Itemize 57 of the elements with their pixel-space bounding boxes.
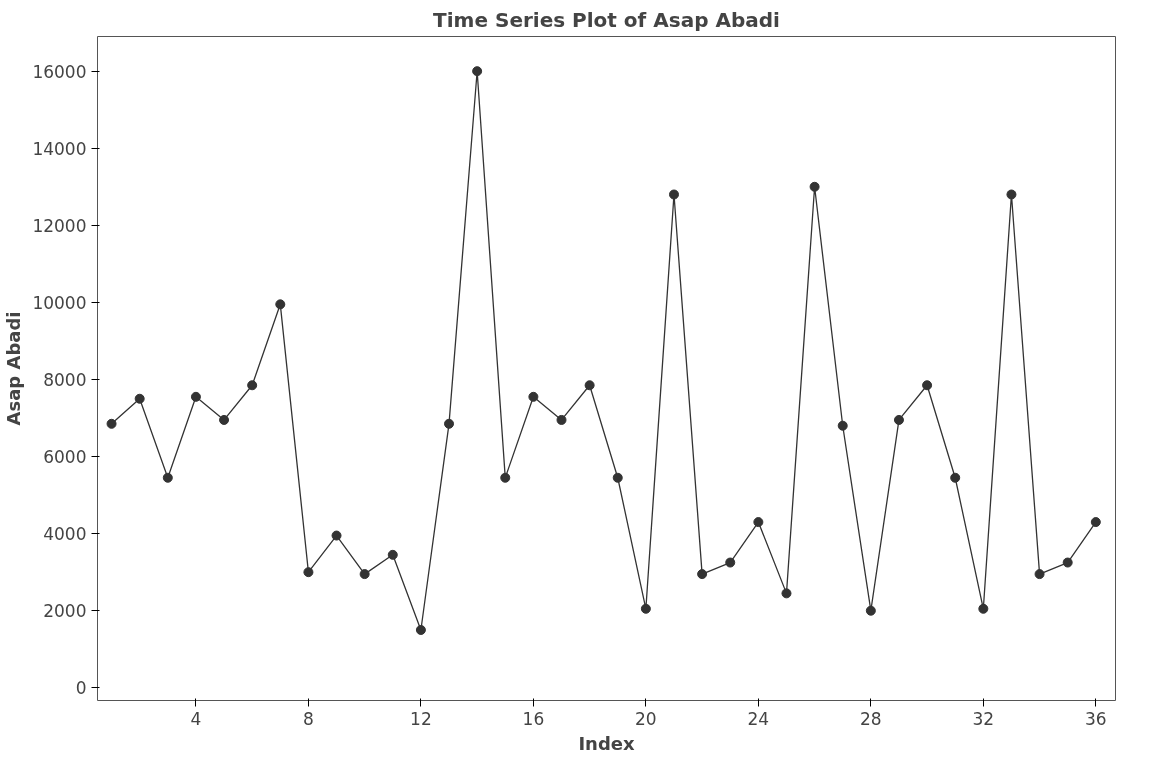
point xyxy=(809,181,820,192)
point xyxy=(303,567,314,578)
point xyxy=(1006,189,1017,200)
point xyxy=(190,391,201,402)
x-tick-label: 12 xyxy=(410,708,432,729)
y-tick-label: 0 xyxy=(75,678,87,699)
point xyxy=(837,420,848,431)
point xyxy=(415,624,426,635)
y-tick-label: 12000 xyxy=(32,215,87,236)
point xyxy=(922,380,933,391)
y-tick-label: 8000 xyxy=(43,369,87,390)
point xyxy=(865,605,876,616)
point xyxy=(697,569,708,580)
x-axis-title: Index xyxy=(578,732,635,754)
x-tick-label: 24 xyxy=(747,708,770,729)
y-tick-label: 2000 xyxy=(43,601,87,622)
x-tick-label: 16 xyxy=(522,708,545,729)
y-axis-title: Asap Abadi xyxy=(3,311,25,426)
point xyxy=(556,414,567,425)
point xyxy=(1062,557,1073,568)
point xyxy=(134,393,145,404)
point xyxy=(247,380,258,391)
y-tick-label: 6000 xyxy=(43,447,87,468)
point xyxy=(978,603,989,614)
point xyxy=(612,472,623,483)
point xyxy=(668,189,679,200)
y-tick-label: 16000 xyxy=(32,61,87,82)
point xyxy=(640,603,651,614)
x-tick-label: 36 xyxy=(1085,708,1107,729)
chart-title: Time Series Plot of Asap Abadi xyxy=(433,7,780,32)
point xyxy=(584,380,595,391)
point xyxy=(1034,569,1045,580)
point xyxy=(781,588,792,599)
y-tick-label: 14000 xyxy=(32,138,87,159)
point xyxy=(162,472,173,483)
y-tick-label: 4000 xyxy=(43,524,87,545)
point xyxy=(331,530,342,541)
point xyxy=(500,472,511,483)
y-tick-label: 10000 xyxy=(32,292,87,313)
point xyxy=(387,549,398,560)
point xyxy=(106,418,117,429)
point xyxy=(219,414,230,425)
point xyxy=(275,299,286,310)
point xyxy=(444,418,455,429)
point xyxy=(950,472,961,483)
x-tick-label: 8 xyxy=(303,708,314,729)
point xyxy=(893,414,904,425)
x-tick-label: 28 xyxy=(860,708,882,729)
point xyxy=(1090,517,1101,528)
point xyxy=(753,517,764,528)
point xyxy=(359,569,370,580)
x-tick-label: 32 xyxy=(972,708,995,729)
point xyxy=(528,391,539,402)
point xyxy=(472,66,483,77)
point xyxy=(725,557,736,568)
x-tick-label: 4 xyxy=(190,708,202,729)
x-tick-label: 20 xyxy=(635,708,657,729)
